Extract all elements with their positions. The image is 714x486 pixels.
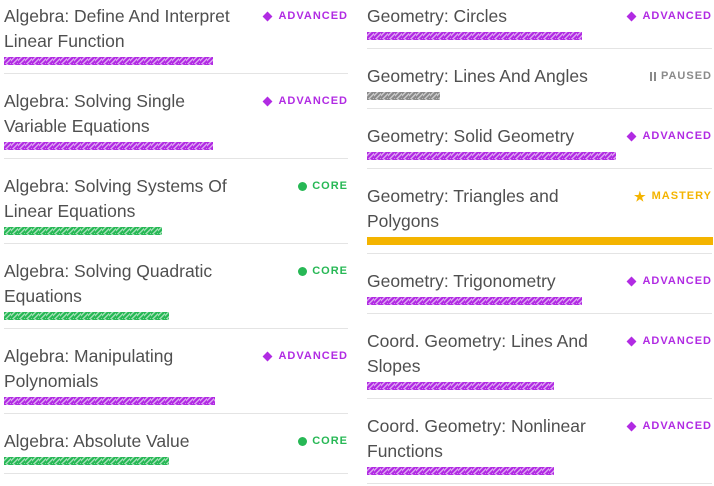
divider xyxy=(367,253,712,254)
divider xyxy=(367,48,712,49)
status-badge: ADVANCED xyxy=(627,130,712,142)
divider xyxy=(367,313,712,314)
progress-bar xyxy=(367,152,616,160)
dot-icon xyxy=(298,436,308,446)
status-badge-label: ADVANCED xyxy=(642,335,712,347)
status-badge: CORE xyxy=(298,435,348,447)
status-badge: CORE xyxy=(298,180,348,192)
diamond-icon xyxy=(627,336,637,346)
skill-title: Algebra: Define And Interpret Linear Fun… xyxy=(4,6,230,51)
skill-title: Geometry: Solid Geometry xyxy=(367,126,575,146)
status-badge: ★ MASTERY xyxy=(633,188,712,204)
status-badge: ADVANCED xyxy=(627,420,712,432)
divider xyxy=(4,243,348,244)
status-badge-label: ADVANCED xyxy=(278,10,348,22)
status-badge: ADVANCED xyxy=(627,275,712,287)
divider xyxy=(4,473,348,474)
skill-title: Algebra: Solving Single Variable Equatio… xyxy=(4,91,185,136)
diamond-icon xyxy=(627,421,637,431)
status-badge-label: PAUSED xyxy=(660,70,712,82)
progress-bar xyxy=(4,227,162,235)
progress-bar xyxy=(4,57,213,65)
diamond-icon xyxy=(263,96,273,106)
diamond-icon xyxy=(627,131,637,141)
skill-title: Algebra: Solving Systems Of Linear Equat… xyxy=(4,176,227,221)
divider xyxy=(367,108,712,109)
skill-title: Geometry: Circles xyxy=(367,6,508,26)
divider xyxy=(4,328,348,329)
status-badge-label: MASTERY xyxy=(651,190,712,202)
skill-title: Algebra: Solving Quadratic Equations xyxy=(4,261,213,306)
status-badge-label: CORE xyxy=(312,180,348,192)
skill-title: Algebra: Absolute Value xyxy=(4,431,190,451)
diamond-icon xyxy=(263,11,273,21)
dot-icon xyxy=(298,266,308,276)
status-badge-label: ADVANCED xyxy=(278,350,348,362)
pause-icon xyxy=(649,71,656,81)
progress-bar xyxy=(367,382,554,390)
skill-title: Geometry: Triangles and Polygons xyxy=(367,186,559,231)
progress-bar xyxy=(367,467,554,475)
status-badge: ADVANCED xyxy=(627,335,712,347)
divider xyxy=(4,413,348,414)
progress-bar xyxy=(4,312,169,320)
status-badge: ADVANCED xyxy=(627,10,712,22)
progress-bar xyxy=(367,297,582,305)
dot-icon xyxy=(298,181,308,191)
progress-bar xyxy=(367,92,440,100)
progress-bar xyxy=(4,397,215,405)
divider xyxy=(4,73,348,74)
status-badge-label: CORE xyxy=(312,265,348,277)
status-badge-label: ADVANCED xyxy=(642,420,712,432)
status-badge-label: ADVANCED xyxy=(642,10,712,22)
status-badge-label: ADVANCED xyxy=(278,95,348,107)
skill-title: Coord. Geometry: Nonlinear Functions xyxy=(367,416,586,461)
progress-bar xyxy=(4,457,169,465)
divider xyxy=(367,398,712,399)
skill-title: Geometry: Trigonometry xyxy=(367,271,556,291)
status-badge: CORE xyxy=(298,265,348,277)
status-badge-label: ADVANCED xyxy=(642,130,712,142)
divider xyxy=(367,168,712,169)
diamond-icon xyxy=(627,276,637,286)
status-badge: ADVANCED xyxy=(263,10,348,22)
diamond-icon xyxy=(263,351,273,361)
status-badge: ADVANCED xyxy=(263,95,348,107)
divider xyxy=(4,158,348,159)
status-badge: ADVANCED xyxy=(263,350,348,362)
status-badge-label: CORE xyxy=(312,435,348,447)
progress-bar xyxy=(4,142,213,150)
progress-bar xyxy=(367,32,582,40)
progress-bar xyxy=(367,237,713,245)
skill-title: Algebra: Manipulating Polynomials xyxy=(4,346,174,391)
status-badge-label: ADVANCED xyxy=(642,275,712,287)
star-icon: ★ xyxy=(633,188,647,204)
status-badge: PAUSED xyxy=(649,70,712,82)
skill-title: Geometry: Lines And Angles xyxy=(367,66,588,86)
divider xyxy=(367,483,712,484)
skill-title: Coord. Geometry: Lines And Slopes xyxy=(367,331,588,376)
diamond-icon xyxy=(627,11,637,21)
